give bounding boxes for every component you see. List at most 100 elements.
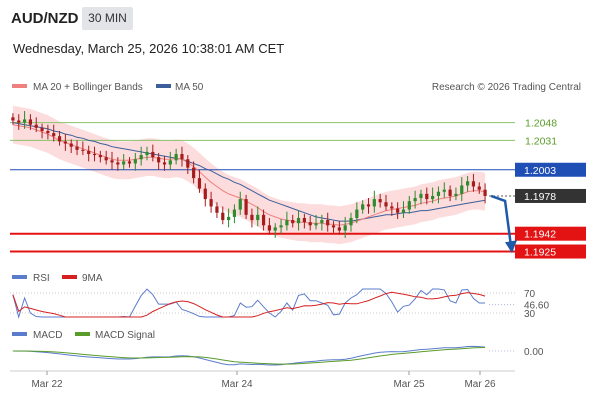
support-2-label: 1.1925 <box>524 247 556 259</box>
candle-body <box>285 220 289 226</box>
candle <box>215 202 219 218</box>
candle-body <box>261 214 266 226</box>
forecast-arrow-line <box>490 194 513 247</box>
candle-body <box>413 198 417 202</box>
candle-body <box>104 157 108 161</box>
candle <box>209 191 213 213</box>
bollinger-band <box>12 105 486 245</box>
candle-body <box>63 141 67 144</box>
rsi-value-label: 46.60 <box>524 301 549 312</box>
candle-body <box>110 160 114 163</box>
candle-body <box>442 189 446 192</box>
candle <box>448 185 452 202</box>
candle-body <box>477 186 481 190</box>
time-tick-label: Mar 26 <box>464 379 496 390</box>
candle <box>390 202 394 216</box>
ma20-legend-label: MA 20 + Bollinger Bands <box>33 82 143 93</box>
candle <box>419 189 423 205</box>
candle-body <box>366 204 371 207</box>
candle <box>87 145 91 162</box>
candle <box>81 141 85 156</box>
candle <box>320 214 324 231</box>
time-axis: Mar 22 Mar 24 Mar 25 Mar 26 <box>10 370 515 390</box>
candle <box>63 134 67 151</box>
candle <box>378 193 382 208</box>
candle-body <box>133 159 137 164</box>
candle-body <box>256 214 260 221</box>
candle-body <box>174 154 178 161</box>
candle-body <box>22 119 27 123</box>
candle <box>110 151 114 170</box>
candle <box>425 187 429 205</box>
candle-body <box>116 162 120 165</box>
macd-legend-swatch <box>12 332 27 336</box>
candle-body <box>28 119 33 125</box>
candle-body <box>349 217 353 226</box>
candle-body <box>157 157 161 163</box>
candle-body <box>448 189 452 196</box>
candle <box>460 177 464 202</box>
candle <box>326 212 330 232</box>
candle-body <box>425 193 429 200</box>
candle <box>436 186 441 204</box>
ma50-line <box>12 122 486 222</box>
candle <box>261 209 266 231</box>
candle-body <box>127 161 132 164</box>
candle <box>238 191 242 215</box>
candle <box>256 206 260 227</box>
candle <box>11 113 15 125</box>
candle-body <box>209 199 213 207</box>
time-tick-label: Mar 25 <box>393 379 425 390</box>
candle-body <box>250 214 254 221</box>
candle-body <box>98 155 102 158</box>
candle <box>454 187 458 201</box>
candle <box>157 152 161 170</box>
forecast-arrow <box>490 194 517 254</box>
candle-body <box>436 191 441 196</box>
candle-body <box>337 227 341 231</box>
time-tick-label: Mar 24 <box>221 379 253 390</box>
candle-body <box>296 217 301 224</box>
candle <box>22 111 27 129</box>
candle-body <box>401 209 406 213</box>
macd-signal-line <box>12 347 486 365</box>
candle <box>279 219 283 234</box>
chart-header: AUD/NZD 30 MIN Wednesday, March 25, 2026… <box>0 0 590 70</box>
candle-body <box>151 151 155 158</box>
rsi-legend-label: RSI <box>33 273 50 284</box>
timeframe-badge[interactable]: 30 MIN <box>82 7 133 30</box>
rsi-ma-legend-swatch <box>62 275 77 279</box>
candle <box>192 161 196 184</box>
rsi-level-label: 30 <box>524 309 536 320</box>
candle-body <box>186 159 190 168</box>
candle-body <box>460 185 464 194</box>
candle <box>104 150 108 165</box>
candle-body <box>226 216 231 221</box>
current-price-badge <box>515 188 586 203</box>
candle <box>174 148 178 165</box>
candle <box>69 139 73 153</box>
candle-body <box>40 127 44 131</box>
candle <box>17 114 21 130</box>
candle-body <box>238 199 242 210</box>
candle <box>133 152 137 171</box>
candle <box>139 146 143 166</box>
candle-body <box>314 223 318 226</box>
candle <box>34 117 38 133</box>
candle <box>52 124 56 142</box>
source-credit: Research © 2026 Trading Central <box>432 82 581 93</box>
macd-line <box>12 345 486 366</box>
time-tick-label: Mar 22 <box>31 379 63 390</box>
candle <box>331 221 336 233</box>
candle-body <box>244 199 248 215</box>
candle-body <box>92 154 97 156</box>
candle <box>465 176 470 192</box>
candle-body <box>122 161 126 165</box>
candle-body <box>343 225 347 231</box>
current-price-label: 1.1978 <box>524 191 556 203</box>
ma50-legend-label: MA 50 <box>175 82 204 93</box>
candle <box>366 198 371 214</box>
candle-body <box>197 178 202 189</box>
candle <box>168 151 172 170</box>
